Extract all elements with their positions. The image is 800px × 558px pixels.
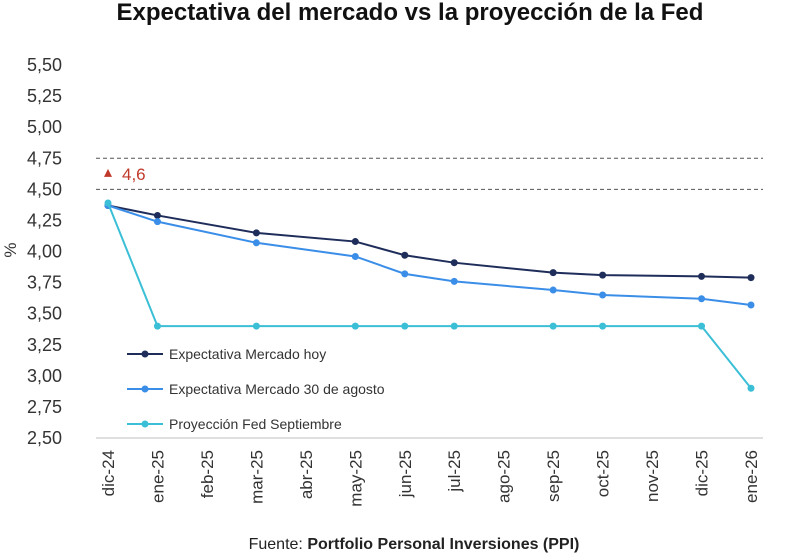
data-point (450, 277, 458, 285)
x-tick-label: nov-25 (643, 450, 662, 502)
y-tick-label: 3,00 (27, 366, 62, 386)
source-prefix: Fuente: (249, 536, 308, 553)
reference-lines (96, 157, 763, 190)
x-tick-label: dic-25 (693, 450, 712, 496)
x-tick-label: abr-25 (297, 450, 316, 499)
legend-label: Proyección Fed Septiembre (169, 416, 342, 432)
x-tick-label: dic-24 (99, 450, 118, 496)
annotation-marker (104, 168, 112, 177)
legend-swatch-marker (141, 385, 149, 393)
data-point (599, 271, 607, 279)
data-point (549, 322, 557, 330)
data-point (401, 251, 409, 259)
legend-swatch-marker (141, 420, 149, 428)
legend: Expectativa Mercado hoy Expectativa Merca… (127, 346, 385, 432)
y-tick-label: 2,75 (27, 397, 62, 417)
annotation-layer: 4,6 (104, 165, 146, 184)
y-tick-label: 3,75 (27, 273, 62, 293)
axes: 5,50 5,25 5,00 4,75 4,50 4,25 4,00 3,75 3,50 3,25… (27, 55, 763, 507)
x-tick-label: jul-25 (445, 450, 464, 493)
data-point (549, 286, 557, 294)
series-line-1 (107, 204, 752, 306)
data-point (153, 322, 161, 330)
y-tick-label: 4,50 (27, 179, 62, 199)
y-axis-label: % (1, 242, 20, 257)
y-tick-label: 3,50 (27, 304, 62, 324)
data-point (698, 295, 706, 303)
data-point (252, 229, 260, 237)
series-line-0 (107, 204, 752, 279)
x-tick-label: sep-25 (544, 450, 563, 502)
legend-swatch-marker (141, 350, 149, 358)
data-point (698, 322, 706, 330)
data-point (747, 301, 755, 309)
data-point (698, 272, 706, 280)
data-point (747, 274, 755, 282)
x-tick-label: mar-25 (247, 450, 266, 504)
y-tick-label: 3,25 (27, 335, 62, 355)
data-point (351, 252, 359, 260)
x-tick-label: ene-25 (148, 450, 167, 503)
y-tick-label: 2,50 (27, 428, 62, 448)
x-tick-label: oct-25 (594, 450, 613, 497)
x-tick-label: may-25 (346, 450, 365, 507)
data-point (450, 259, 458, 267)
annotation-label: 4,6 (122, 165, 146, 184)
source-note: Fuente: Portfolio Personal Inversiones (… (249, 536, 580, 553)
data-point (153, 218, 161, 226)
x-tick-label: feb-25 (198, 450, 217, 498)
y-tick-label: 4,25 (27, 210, 62, 230)
series-layer (104, 199, 755, 392)
data-point (599, 322, 607, 330)
x-tick-label: ene-26 (742, 450, 761, 503)
x-tick-label: jun-25 (396, 450, 415, 498)
data-point (252, 322, 260, 330)
y-tick-label: 5,50 (27, 55, 62, 75)
data-point (351, 322, 359, 330)
data-point (599, 291, 607, 299)
data-point (104, 199, 112, 207)
data-point (252, 239, 260, 247)
legend-label: Expectativa Mercado hoy (169, 346, 326, 362)
data-point (153, 211, 161, 219)
legend-label: Expectativa Mercado 30 de agosto (169, 381, 385, 397)
y-tick-label: 4,00 (27, 242, 62, 262)
data-point (401, 322, 409, 330)
data-point (401, 270, 409, 278)
chart-title: Expectativa del mercado vs la proyección… (117, 0, 704, 26)
y-tick-label: 5,25 (27, 86, 62, 106)
data-point (351, 238, 359, 246)
y-tick-label: 5,00 (27, 117, 62, 137)
y-tick-label: 4,75 (27, 148, 62, 168)
x-tick-label: ago-25 (495, 450, 514, 503)
data-point (549, 269, 557, 277)
data-point (747, 384, 755, 392)
data-point (450, 322, 458, 330)
series-line-2 (107, 202, 752, 389)
source-name: Portfolio Personal Inversiones (PPI) (307, 536, 579, 553)
